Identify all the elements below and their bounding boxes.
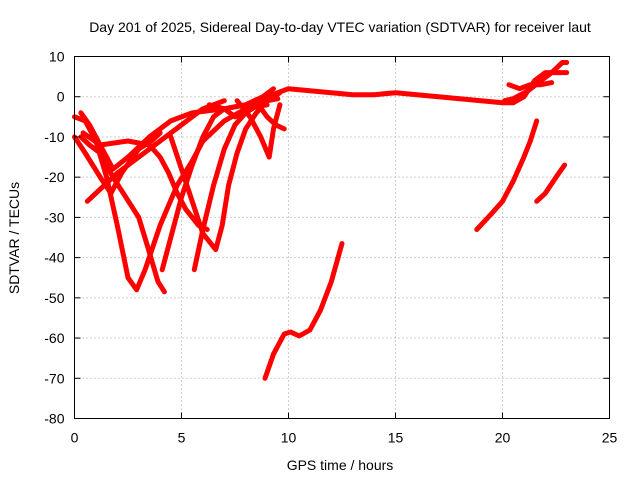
- y-tick-label: 10: [49, 49, 65, 65]
- x-axis-label: GPS time / hours: [287, 457, 394, 473]
- y-tick-label: -50: [44, 290, 64, 306]
- series-arc-12: [275, 70, 570, 106]
- y-tick-label: -60: [44, 330, 64, 346]
- ticks: [74, 56, 610, 419]
- series-arc-8: [191, 90, 281, 273]
- x-tick-label: 15: [388, 430, 404, 446]
- tick-labels: 0 5 10 15 20 25 -80 -70 -60 -50 -40 -30 -20 -10 0 10: [44, 49, 617, 446]
- series-layer: [72, 60, 570, 381]
- x-tick-label: 10: [281, 430, 297, 446]
- x-tick-label: 25: [602, 430, 618, 446]
- series-arc-11: [234, 98, 283, 160]
- chart-title: Day 201 of 2025, Sidereal Day-to-day VTE…: [89, 19, 591, 35]
- y-tick-label: -20: [44, 169, 64, 185]
- series-arc-17: [534, 162, 568, 204]
- plot-frame: [74, 56, 610, 419]
- y-axis-label: SDTVAR / TECUs: [6, 182, 22, 294]
- y-tick-label: 0: [57, 89, 65, 105]
- series-arc-9: [168, 90, 283, 253]
- y-tick-label: -40: [44, 250, 64, 266]
- series-arc-5: [84, 98, 227, 204]
- y-tick-label: -70: [44, 370, 64, 386]
- series-arc-13: [502, 60, 570, 104]
- y-tick-label: -30: [44, 209, 64, 225]
- series-arc-16: [474, 118, 540, 232]
- y-tick-label: -80: [44, 411, 64, 427]
- series-arc-15: [262, 241, 345, 381]
- x-tick-label: 20: [495, 430, 511, 446]
- x-tick-label: 0: [71, 430, 79, 446]
- series-arc-14: [506, 80, 555, 92]
- series-arc-6: [80, 130, 210, 232]
- x-tick-label: 5: [178, 430, 186, 446]
- series-arc-3: [78, 134, 167, 295]
- series-arc-7: [159, 86, 276, 273]
- y-tick-label: -10: [44, 129, 64, 145]
